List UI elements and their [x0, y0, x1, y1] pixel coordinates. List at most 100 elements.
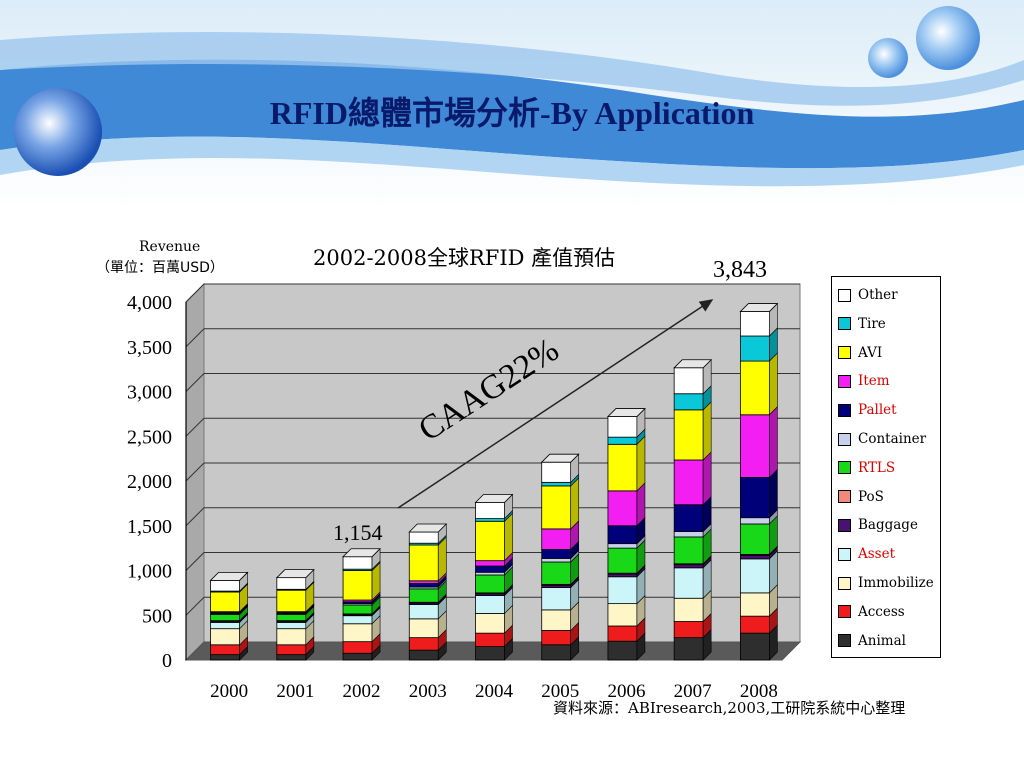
- bar-segment-immobilize: [673, 597, 704, 622]
- gridline-side: [185, 328, 205, 348]
- bar-segment-item: [475, 560, 505, 567]
- bar-segment-animal: [475, 646, 505, 661]
- bar-segment-pallet: [739, 477, 770, 519]
- bar-segment-access: [210, 644, 241, 656]
- gridline-side: [185, 552, 205, 571]
- bar-segment-item: [408, 580, 439, 584]
- source-note: 資料來源：ABIresearch,2003,工研院系統中心整理: [553, 699, 906, 717]
- bar-segment-immobilize: [541, 609, 572, 631]
- x-tick-label: 2001: [276, 681, 314, 702]
- bar-segment-item: [739, 414, 770, 478]
- bar-segment-asset: [408, 604, 439, 620]
- bar-2001: [275, 568, 315, 661]
- legend-item-baggage: Baggage: [838, 515, 918, 535]
- bar-segment-immobilize: [342, 623, 373, 643]
- legend-swatch: [838, 374, 851, 388]
- legend-item-asset: Asset: [838, 544, 895, 564]
- legend-swatch: [838, 490, 851, 504]
- bar-segment-item: [541, 528, 572, 550]
- legend-swatch: [838, 461, 851, 475]
- chart-title: 2002-2008全球RFID 產值預估: [313, 246, 615, 270]
- bar-segment-side: [702, 451, 712, 506]
- bar-2004: [474, 493, 514, 661]
- bar-top-face: [540, 453, 580, 463]
- y-axis-unit-label: （單位：百萬USD）: [96, 260, 224, 276]
- bar-segment-rtls: [607, 547, 638, 574]
- bar-segment-baggage: [739, 554, 770, 560]
- bar-segment-asset: [475, 595, 505, 614]
- growth-arrow: [397, 299, 714, 509]
- bar-segment-pallet: [408, 583, 439, 588]
- legend-label: Asset: [858, 546, 896, 563]
- bar-segment-animal: [342, 652, 373, 661]
- legend-swatch: [838, 547, 851, 561]
- y-tick-label: 3,000: [127, 382, 172, 404]
- bar-segment-container: [607, 543, 638, 549]
- bar-2000: [209, 571, 249, 661]
- legend-label: PoS: [858, 488, 884, 505]
- x-tick-label: 2007: [674, 681, 712, 702]
- legend-item-item: Item: [838, 371, 890, 391]
- y-tick-label: 0: [162, 650, 172, 672]
- bar-segment-rtls: [673, 536, 704, 565]
- bar-top-face: [408, 523, 448, 533]
- bar-segment-avi: [475, 520, 505, 562]
- legend-label: Immobilize: [858, 575, 934, 591]
- legend-item-rtls: RTLS: [838, 458, 895, 478]
- legend-swatch: [838, 432, 851, 446]
- bar-segment-asset: [673, 567, 704, 599]
- bar-segment-rtls: [276, 613, 307, 622]
- annotation-3843: 3,843: [713, 257, 767, 283]
- gridline-side: [185, 373, 205, 392]
- x-tick-label: 2008: [740, 681, 778, 702]
- bar-segment-container: [541, 558, 572, 563]
- bar-segment-immobilize: [210, 628, 241, 646]
- bar-segment-rtls: [408, 588, 439, 603]
- legend-item-immobilize: Immobilize: [838, 573, 934, 593]
- bar-segment-side: [769, 406, 778, 479]
- bar-segment-item: [673, 459, 704, 506]
- legend-label: AVI: [858, 344, 883, 361]
- x-axis: 2000 2001 2002 2003 2004 2005 2006 2007 2008: [210, 681, 778, 702]
- bar-segment-access: [342, 641, 373, 654]
- decor-orb-left: [14, 88, 102, 176]
- bar-segment-rtls: [210, 613, 241, 622]
- bar-segment-immobilize: [739, 592, 770, 617]
- legend-label: Other: [858, 287, 898, 303]
- bar-2008: [739, 302, 779, 661]
- decor-orb-right: [916, 6, 980, 70]
- legend-swatch: [838, 288, 851, 302]
- legend-item-pos: PoS: [838, 487, 884, 507]
- legend-item-tire: Tire: [838, 314, 886, 334]
- bar-2007: [673, 359, 713, 661]
- gridline-side: [185, 596, 205, 616]
- bar-segment-tire: [607, 436, 638, 445]
- y-axis-label: Revenue: [139, 239, 200, 255]
- bar-segment-tire: [739, 335, 770, 362]
- bar-segment-immobilize: [607, 603, 638, 627]
- bar-segment-container: [739, 517, 770, 525]
- bar-top-face: [739, 303, 779, 312]
- bar-segment-avi: [739, 360, 770, 416]
- legend-item-avi: AVI: [838, 343, 882, 363]
- bar-segment-side: [636, 435, 646, 492]
- bar-segment-access: [276, 644, 307, 656]
- bar-segment-access: [541, 630, 572, 646]
- bar-2005: [540, 453, 580, 661]
- legend-swatch: [838, 403, 851, 417]
- bar-top-face: [673, 359, 713, 369]
- bar-top-face: [209, 571, 249, 581]
- bar-segment-other: [739, 311, 770, 337]
- bar-segment-tire: [541, 481, 572, 487]
- header-banner: [0, 0, 1024, 210]
- bar-segment-animal: [739, 632, 770, 661]
- bar-segment-baggage: [673, 564, 704, 569]
- bar-segment-other: [607, 416, 638, 438]
- bar-segment-container: [475, 571, 505, 576]
- bar-segment-side: [570, 477, 580, 530]
- bar-segment-side: [769, 352, 778, 416]
- bar-top-face: [606, 408, 646, 417]
- bar-segment-side: [769, 468, 778, 519]
- bar-segment-rtls: [541, 561, 572, 585]
- bar-segment-rtls: [739, 523, 770, 555]
